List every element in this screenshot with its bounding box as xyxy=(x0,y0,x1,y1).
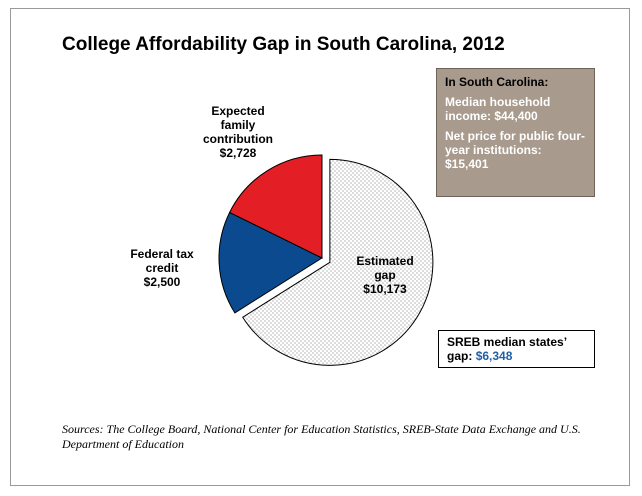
state-info-box: In South Carolina: Median household inco… xyxy=(436,68,595,197)
pie-slice-label-line: credit xyxy=(146,261,179,275)
net-price-text: Net price for public four-year instituti… xyxy=(445,129,586,171)
sreb-median-box: SREB median states’ gap: $6,348 xyxy=(438,330,595,368)
sreb-median-label: SREB median states’ gap: xyxy=(447,335,567,363)
pie-slice-label-0: Estimated gap $10,173 xyxy=(356,254,413,296)
pie-slice-label-line: gap xyxy=(374,268,395,282)
pie-slice-labels: Estimated gap $10,173 Federal tax credit $2,5… xyxy=(130,104,413,296)
pie-slice-label-line: family xyxy=(221,118,256,132)
pie-slice-label-line: Federal tax xyxy=(130,247,194,261)
pie-slice-label-line: Estimated xyxy=(356,254,413,268)
median-income-text: Median household income: $44,400 xyxy=(445,95,551,123)
pie-slice-label-line: $2,500 xyxy=(144,275,181,289)
pie-slice-label-line: Expected xyxy=(211,104,264,118)
state-info-heading: In South Carolina: xyxy=(445,75,549,89)
pie-slice-label-line: $2,728 xyxy=(220,146,257,160)
pie-slice-label-line: $10,173 xyxy=(363,282,407,296)
chart-title: College Affordability Gap in South Carol… xyxy=(62,34,505,55)
pie-slice-1 xyxy=(218,211,324,314)
pie-slice-label-1: Federal tax credit $2,500 xyxy=(130,247,194,289)
pie-slice-0 xyxy=(242,158,434,366)
pie-slice-label-line: contribution xyxy=(203,132,273,146)
pie-slice-label-2: Expected family contribution $2,728 xyxy=(203,104,273,160)
pie-slice-2 xyxy=(228,154,323,259)
sreb-median-value: $6,348 xyxy=(475,349,513,363)
sources-note: Sources: The College Board, National Cen… xyxy=(62,422,581,451)
pie-slices xyxy=(218,154,434,366)
